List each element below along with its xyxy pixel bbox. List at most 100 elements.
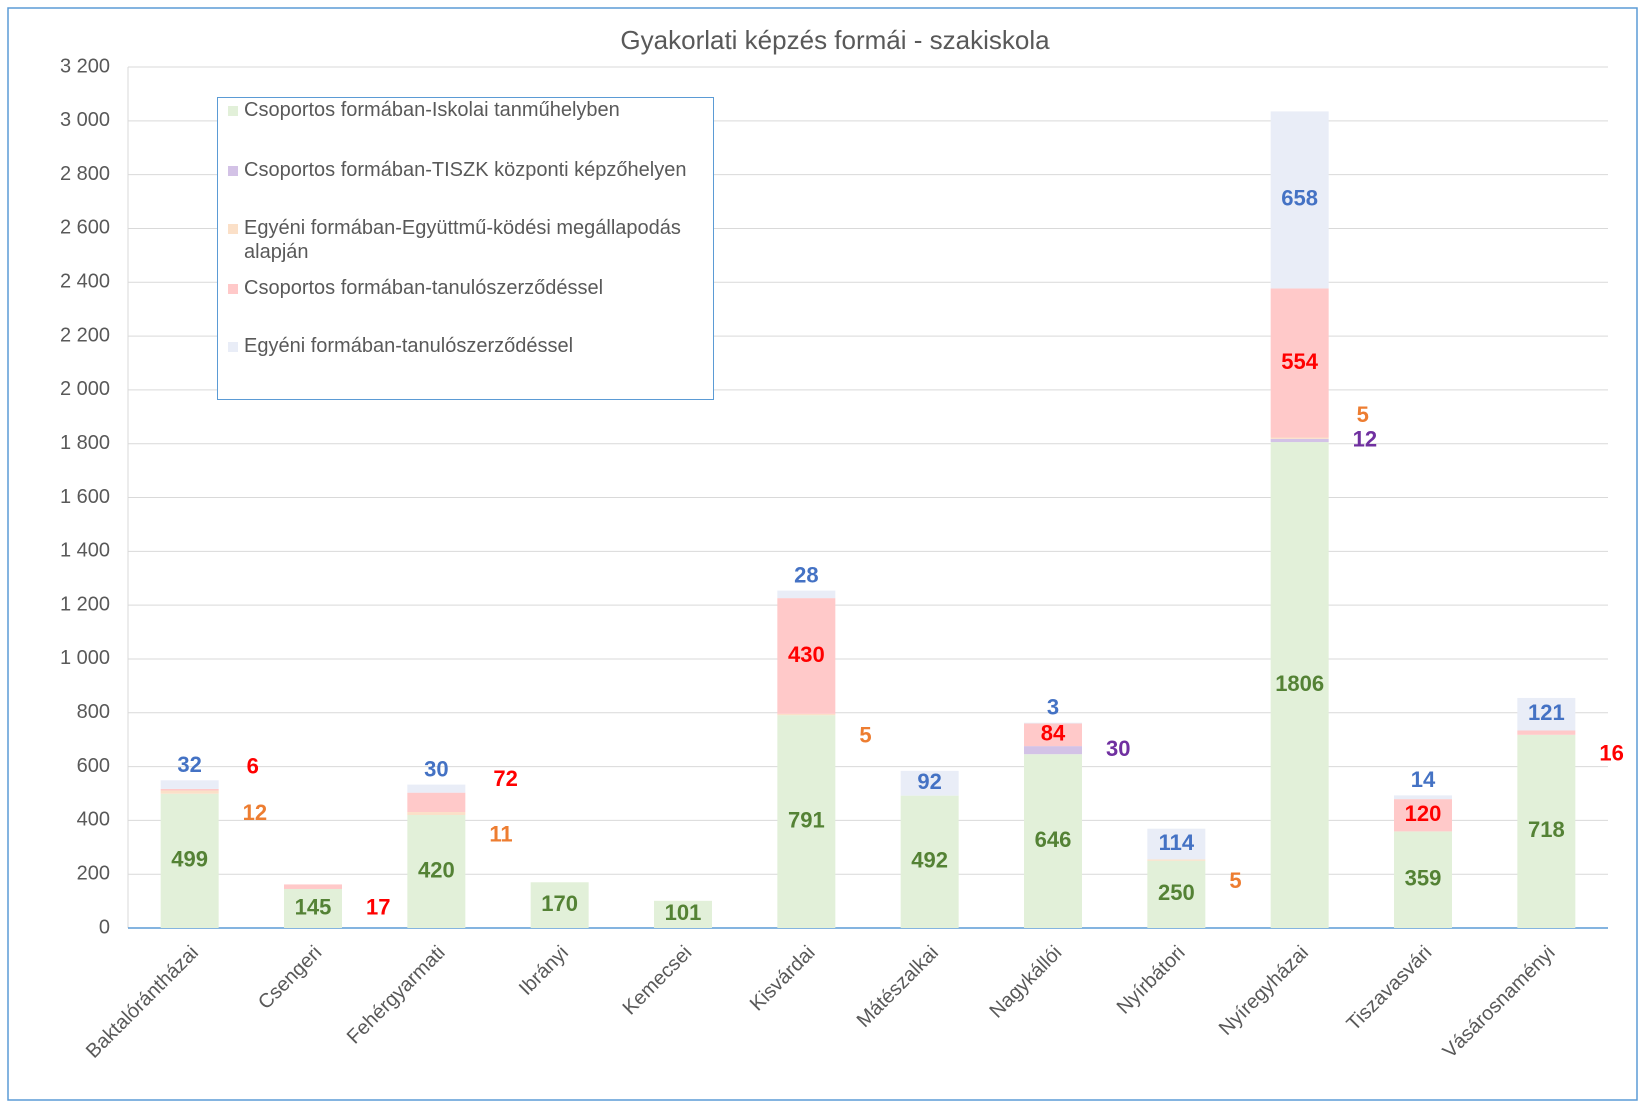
legend-swatch <box>228 166 238 176</box>
data-label: 5 <box>1229 868 1241 893</box>
bar-segment <box>777 715 836 928</box>
bar-segment <box>1024 723 1082 747</box>
data-label: 12 <box>243 800 267 825</box>
data-label: 32 <box>177 752 201 777</box>
data-label: 17 <box>366 895 390 920</box>
bar-segment <box>1024 754 1082 928</box>
y-tick-label: 0 <box>99 916 110 938</box>
data-label: 430 <box>788 642 825 667</box>
data-label: 120 <box>1405 801 1442 826</box>
data-label: 12 <box>1353 426 1377 451</box>
y-tick-label: 800 <box>77 701 110 723</box>
legend-label: Csoportos formában-Iskolai tanműhelyben <box>244 99 620 121</box>
data-label: 170 <box>541 891 578 916</box>
bar-segment <box>1517 730 1576 735</box>
bar-segment <box>1270 437 1329 439</box>
data-label: 420 <box>418 857 455 882</box>
y-tick-label: 2 000 <box>60 378 110 400</box>
legend-swatch <box>228 106 238 116</box>
data-label: 145 <box>295 894 332 919</box>
bar-segment <box>777 713 836 716</box>
y-tick-label: 1 800 <box>60 432 110 454</box>
data-label: 84 <box>1041 721 1066 746</box>
data-label: 6 <box>247 754 259 779</box>
data-label: 492 <box>911 848 948 873</box>
data-label: 359 <box>1405 866 1442 891</box>
bar-segment <box>1147 828 1206 860</box>
bar-segment <box>1394 795 1452 800</box>
y-tick-label: 1 600 <box>60 486 110 508</box>
bar-segment <box>1270 111 1329 289</box>
data-label: 16 <box>1599 740 1623 765</box>
bar-segment <box>1024 746 1082 755</box>
data-label: 646 <box>1035 827 1072 852</box>
bar-segment <box>530 882 589 928</box>
data-label: 791 <box>788 807 825 832</box>
y-tick-label: 600 <box>77 755 110 777</box>
y-tick-label: 1 200 <box>60 593 110 615</box>
bar-segment <box>1394 831 1452 928</box>
bar-segment <box>284 888 342 928</box>
legend-item: Csoportos formában-Iskolai tanműhelyben <box>228 98 714 122</box>
bar-segment <box>160 788 219 791</box>
bar-segment <box>1270 438 1329 443</box>
legend-label: Csoportos formában-tanulószerződéssel <box>244 277 604 299</box>
data-label: 92 <box>917 769 941 794</box>
bar-segment <box>1270 442 1329 928</box>
legend: Csoportos formában-Iskolai tanműhelyben C… <box>217 97 714 400</box>
y-tick-label: 1 000 <box>60 647 110 669</box>
bar-segment <box>1147 860 1206 928</box>
bar-segment <box>160 793 219 928</box>
bar-segment <box>407 792 466 813</box>
data-label: 554 <box>1281 349 1318 374</box>
data-label: 1806 <box>1275 671 1324 696</box>
y-tick-label: 3 000 <box>60 109 110 131</box>
data-label: 658 <box>1281 186 1318 211</box>
legend-item: Csoportos formában-tanulószerződéssel <box>228 276 714 300</box>
legend-item: Egyéni formában-Együttmű-ködési megállap… <box>228 216 714 264</box>
data-label: 11 <box>489 821 512 846</box>
data-label: 101 <box>665 900 702 925</box>
data-label: 14 <box>1411 767 1436 792</box>
data-label: 250 <box>1158 880 1195 905</box>
data-label: 718 <box>1528 817 1565 842</box>
bar-segment <box>1517 697 1576 731</box>
bar-segment <box>284 884 342 889</box>
bar-segment <box>407 784 466 793</box>
y-tick-label: 2 600 <box>60 217 110 239</box>
data-label: 5 <box>1357 402 1369 427</box>
data-label: 5 <box>859 722 871 747</box>
legend-swatch <box>228 284 238 294</box>
legend-swatch <box>228 224 238 234</box>
legend-item: Csoportos formában-TISZK központi képzőh… <box>228 158 714 182</box>
bar-segment <box>160 780 219 789</box>
data-label: 121 <box>1528 700 1565 725</box>
bar-segment <box>900 770 959 796</box>
data-label: 30 <box>424 756 448 781</box>
bar-segment <box>900 795 959 928</box>
bar-segment <box>654 900 712 928</box>
y-tick-label: 400 <box>77 809 110 831</box>
data-label: 3 <box>1047 695 1059 720</box>
bar-segment <box>1394 799 1452 832</box>
y-tick-label: 2 400 <box>60 271 110 293</box>
data-label: 30 <box>1106 736 1130 761</box>
y-tick-label: 200 <box>77 862 110 884</box>
legend-label: Egyéni formában-tanulószerződéssel <box>244 335 574 357</box>
bar-segment <box>1024 722 1082 724</box>
bar-segment <box>1147 859 1206 861</box>
bar-segment <box>160 790 219 794</box>
data-label: 28 <box>794 562 818 587</box>
y-tick-label: 2 800 <box>60 163 110 185</box>
legend-label: Csoportos formában-TISZK központi képzőh… <box>244 159 687 181</box>
bar-segment <box>1517 734 1576 928</box>
bar-segment <box>407 812 466 815</box>
data-label: 114 <box>1159 830 1195 855</box>
bar-segment <box>1270 288 1329 438</box>
y-tick-label: 2 200 <box>60 324 110 346</box>
y-tick-label: 1 400 <box>60 540 110 562</box>
y-tick-label: 3 200 <box>60 55 110 77</box>
bar-segment <box>407 814 466 928</box>
data-label: 499 <box>171 847 208 872</box>
